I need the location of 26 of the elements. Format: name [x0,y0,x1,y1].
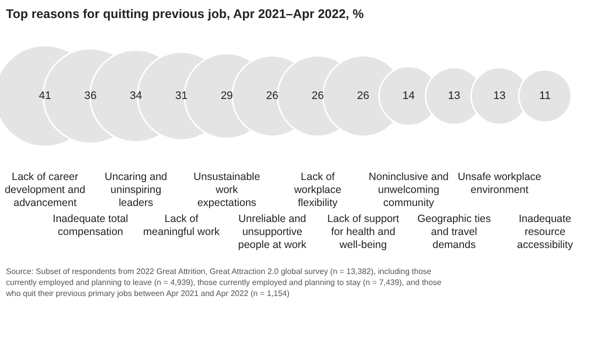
data-label: 34 [130,90,142,102]
category-label: Noninclusive and unwelcoming community [368,171,449,209]
category-label: Inadequate total compensation [52,213,128,238]
category-label: Geographic ties and travel demands [417,213,491,251]
data-label: 26 [312,90,324,102]
data-label: 14 [402,90,415,102]
data-label: 13 [448,90,460,102]
source-note: Source: Subset of respondents from 2022 Great Attrition, Great Attraction 2.0 global survey (n = 13,382), including those currently employed and planning to leave (n = 4,939), those currently employed and planning to stay (n = 7,439), and those who quit their previous primary jobs between Apr 2021 and Apr 2022 (n = 1,154) [5,267,442,298]
text: Top reasons for quitting previous job, Apr 2021–Apr 2022, % [6,7,364,21]
category-label: Lack of career development and advancement [4,171,86,209]
data-label: 31 [175,90,188,102]
category-label: Lack of workplace flexibility [293,171,342,209]
data-label: 29 [220,90,233,102]
data-label: 41 [38,90,52,102]
data-label: 26 [266,90,278,102]
category-label: Unsustainable work expectations [194,171,260,209]
category-label: Unreliable and unsupportive people at work [238,213,308,251]
category-label: Lack of meaningful work [143,213,220,238]
data-label: 13 [493,90,506,102]
data-label: 11 [539,90,551,102]
data-label: 36 [84,90,97,102]
category-label: Lack of support for health and well-being [327,213,400,251]
category-label: Inadequate resource accessibility [516,213,574,251]
category-label: Unsafe workplace environment [458,171,542,196]
data-label: 26 [357,90,370,102]
category-label: Uncaring and uninspiring leaders [104,171,168,209]
